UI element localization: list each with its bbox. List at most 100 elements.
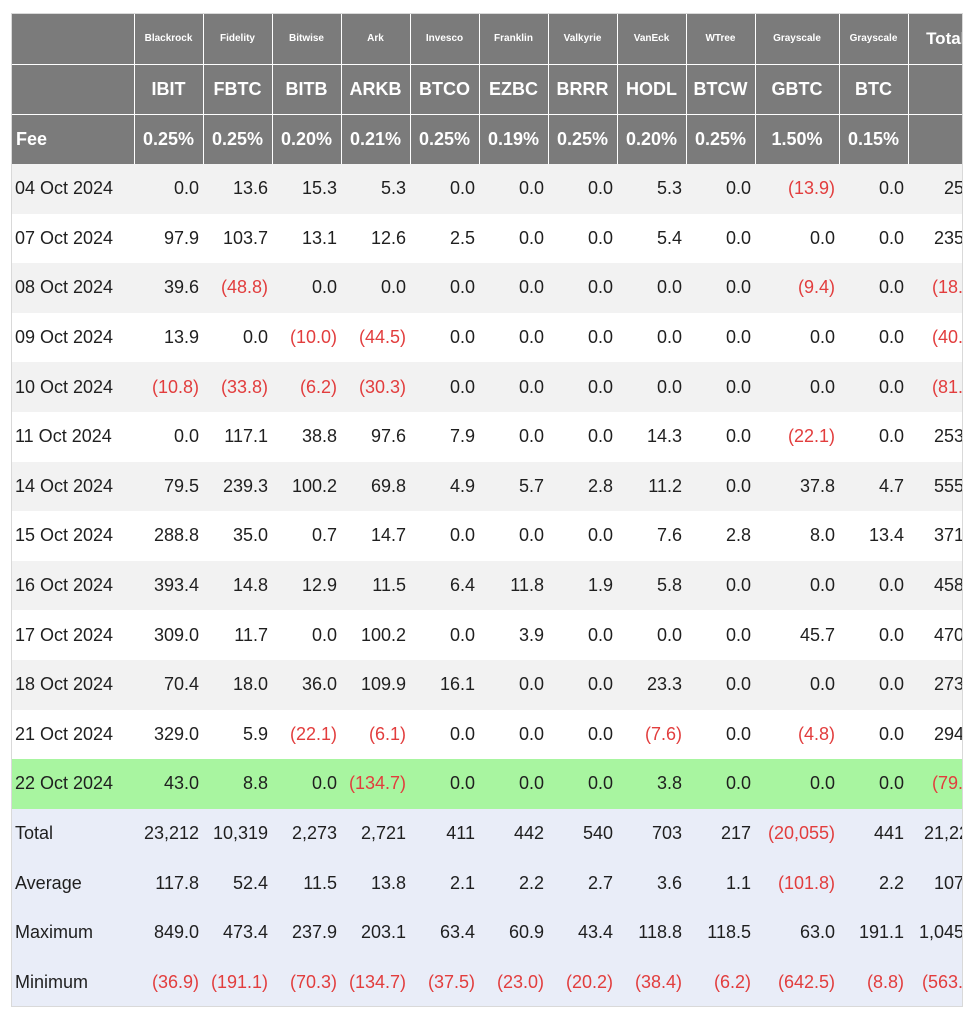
flow-value-cell: 0.0 <box>755 213 839 264</box>
flow-value-cell: 2.2 <box>479 858 548 908</box>
flow-value-cell: 0.0 <box>839 312 908 363</box>
flow-value-cell: 14.7 <box>341 511 410 561</box>
table-row: 08 Oct 2024 39.6 (48.8) 0.0 0.0 0.0 0.0 0.0 0.0 0… <box>12 263 962 313</box>
flow-value-cell: 0.0 <box>410 511 479 561</box>
flow-value-cell: 11.8 <box>479 560 548 611</box>
ticker-header-row: IBIT FBTC BITB ARKB BTCO EZBC BRRR HODL … <box>12 63 962 114</box>
fee-label: Fee <box>12 113 135 164</box>
flow-value-cell: 103.7 <box>203 213 272 264</box>
fee-value: 0.25% <box>410 113 480 164</box>
flow-value-cell: 2.1 <box>410 858 479 908</box>
flow-value-cell: 0.0 <box>479 213 548 264</box>
row-total-cell: 470.5 <box>908 610 962 660</box>
flow-value-cell: 2,721 <box>341 808 410 859</box>
flow-value-cell: 13.9 <box>134 312 203 363</box>
flow-value-cell: 0.0 <box>479 362 548 412</box>
row-total-cell: 273.7 <box>908 659 962 710</box>
flow-value-cell: (70.3) <box>272 957 341 1006</box>
flow-value-cell: (101.8) <box>755 858 839 908</box>
flow-value-cell: 0.0 <box>479 709 548 760</box>
row-total-cell: 21,224 <box>908 808 962 859</box>
flow-value-cell: 11.7 <box>203 610 272 660</box>
fee-value: 0.20% <box>617 113 687 164</box>
flow-value-cell: 0.0 <box>839 560 908 611</box>
flow-value-cell: 63.0 <box>755 907 839 958</box>
flow-value-cell: (44.5) <box>341 312 410 363</box>
flow-value-cell: 5.3 <box>617 164 686 214</box>
flow-value-cell: (13.9) <box>755 164 839 214</box>
flow-value-cell: 1.1 <box>686 858 755 908</box>
flow-value-cell: 5.3 <box>341 164 410 214</box>
flow-value-cell: 0.0 <box>410 709 479 760</box>
flow-value-cell: 0.0 <box>686 362 755 412</box>
flow-value-cell: 237.9 <box>272 907 341 958</box>
table-row: 18 Oct 2024 70.4 18.0 36.0 109.9 16.1 0.0 0.0 23… <box>12 659 962 710</box>
table-body: 04 Oct 2024 0.0 13.6 15.3 5.3 0.0 0.0 0.0 5.3 0.0… <box>12 164 962 1006</box>
row-total-cell: (81.1) <box>908 362 962 412</box>
flow-value-cell: 0.0 <box>548 759 617 809</box>
ticker-header: BTCW <box>686 63 756 114</box>
flow-value-cell: 0.0 <box>686 263 755 313</box>
flow-value-cell: 118.8 <box>617 907 686 958</box>
table-row: 09 Oct 2024 13.9 0.0 (10.0) (44.5) 0.0 0.0 0.0 0… <box>12 312 962 363</box>
flow-value-cell: 0.0 <box>755 312 839 363</box>
flow-value-cell: 5.7 <box>479 461 548 512</box>
fee-header-row: Fee 0.25% 0.25% 0.20% 0.21% 0.25% 0.19% … <box>12 113 962 164</box>
flow-value-cell: 100.2 <box>272 461 341 512</box>
flow-value-cell: 0.0 <box>272 759 341 809</box>
flow-value-cell: 473.4 <box>203 907 272 958</box>
fee-value: 0.25% <box>203 113 273 164</box>
flow-value-cell: 0.0 <box>686 560 755 611</box>
date-cell: 11 Oct 2024 <box>12 411 134 462</box>
flow-value-cell: 0.0 <box>686 759 755 809</box>
flow-value-cell: (20,055) <box>755 808 839 859</box>
flow-value-cell: 0.0 <box>479 411 548 462</box>
table-header: Blackrock Fidelity Bitwise Ark Invesco F… <box>12 14 962 164</box>
flow-value-cell: 37.8 <box>755 461 839 512</box>
row-total-cell: 235.2 <box>908 213 962 264</box>
flow-value-cell: 0.0 <box>548 511 617 561</box>
flow-value-cell: 0.0 <box>839 610 908 660</box>
ticker-header: GBTC <box>755 63 840 114</box>
flow-value-cell: 0.0 <box>479 759 548 809</box>
flow-value-cell: 0.0 <box>755 759 839 809</box>
fee-value: 0.15% <box>839 113 909 164</box>
flow-value-cell: 0.0 <box>203 312 272 363</box>
flow-value-cell: 0.0 <box>479 164 548 214</box>
date-cell: 21 Oct 2024 <box>12 709 134 760</box>
flow-value-cell: 393.4 <box>134 560 203 611</box>
flow-value-cell: (30.3) <box>341 362 410 412</box>
date-cell: 08 Oct 2024 <box>12 263 134 313</box>
issuer-header: WTree <box>686 14 756 64</box>
flow-value-cell: 203.1 <box>341 907 410 958</box>
flow-value-cell: 217 <box>686 808 755 859</box>
flow-value-cell: 0.0 <box>617 312 686 363</box>
flow-value-cell: 2.5 <box>410 213 479 264</box>
flow-value-cell: 13.4 <box>839 511 908 561</box>
flow-value-cell: 191.1 <box>839 907 908 958</box>
flow-value-cell: 0.0 <box>410 362 479 412</box>
row-total-cell: 371.0 <box>908 511 962 561</box>
flow-value-cell: 441 <box>839 808 908 859</box>
flow-value-cell: 0.0 <box>617 263 686 313</box>
flow-value-cell: 0.0 <box>686 164 755 214</box>
ticker-header: EZBC <box>479 63 549 114</box>
flow-value-cell: 7.6 <box>617 511 686 561</box>
flow-value-cell: 2.7 <box>548 858 617 908</box>
flow-value-cell: 0.0 <box>839 709 908 760</box>
table-row: 16 Oct 2024 393.4 14.8 12.9 11.5 6.4 11.8 1.9 5.… <box>12 560 962 611</box>
flow-value-cell: 0.0 <box>272 610 341 660</box>
flow-value-cell: 117.1 <box>203 411 272 462</box>
header-corner-cell <box>12 14 135 64</box>
table-row: 07 Oct 2024 97.9 103.7 13.1 12.6 2.5 0.0 0.0 5.4… <box>12 213 962 264</box>
flow-value-cell: 329.0 <box>134 709 203 760</box>
flow-value-cell: (6.2) <box>272 362 341 412</box>
row-total-cell: 458.5 <box>908 560 962 611</box>
flow-value-cell: 69.8 <box>341 461 410 512</box>
fee-value: 1.50% <box>755 113 840 164</box>
summary-label: Minimum <box>12 957 134 1006</box>
flow-value-cell: 0.0 <box>548 362 617 412</box>
flow-value-cell: (134.7) <box>341 957 410 1006</box>
flow-value-cell: 13.1 <box>272 213 341 264</box>
date-cell: 09 Oct 2024 <box>12 312 134 363</box>
